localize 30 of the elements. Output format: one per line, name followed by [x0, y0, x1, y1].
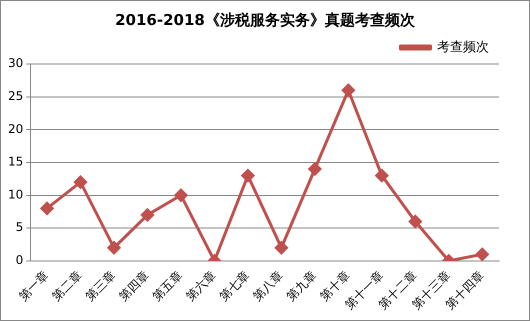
point [40, 202, 54, 215]
point [140, 208, 154, 222]
y-tick-label: 5 [16, 220, 24, 234]
chart-title: 2016-2018《涉税服务实务》真题考查频次 [114, 11, 416, 30]
point [342, 84, 355, 97]
point [308, 162, 322, 176]
point [174, 188, 188, 202]
x-tick-label: 第五章 [150, 268, 186, 304]
point [408, 215, 422, 228]
x-tick-label: 第四章 [116, 268, 152, 304]
x-tick-label: 第六章 [183, 268, 219, 304]
x-tick-label: 第一章 [16, 268, 52, 304]
y-tick-label: 0 [16, 253, 24, 267]
x-tick-label: 第七章 [216, 268, 252, 304]
point [241, 169, 254, 182]
x-tick-label: 第九章 [284, 268, 320, 304]
y-tick-label: 30 [8, 56, 24, 70]
legend-label: 考查频次 [437, 40, 489, 55]
y-tick-label: 20 [8, 122, 24, 136]
y-tick-label: 10 [8, 187, 24, 202]
x-tick-label: 第八章 [250, 268, 286, 304]
point [375, 169, 388, 182]
x-tick-label: 第二章 [49, 268, 85, 304]
point [74, 176, 87, 189]
x-tick-label: 第三章 [82, 268, 118, 304]
y-tick-label: 25 [8, 88, 24, 103]
point [274, 241, 288, 254]
point [476, 248, 489, 261]
point [107, 241, 120, 254]
y-tick-label: 15 [8, 154, 24, 169]
